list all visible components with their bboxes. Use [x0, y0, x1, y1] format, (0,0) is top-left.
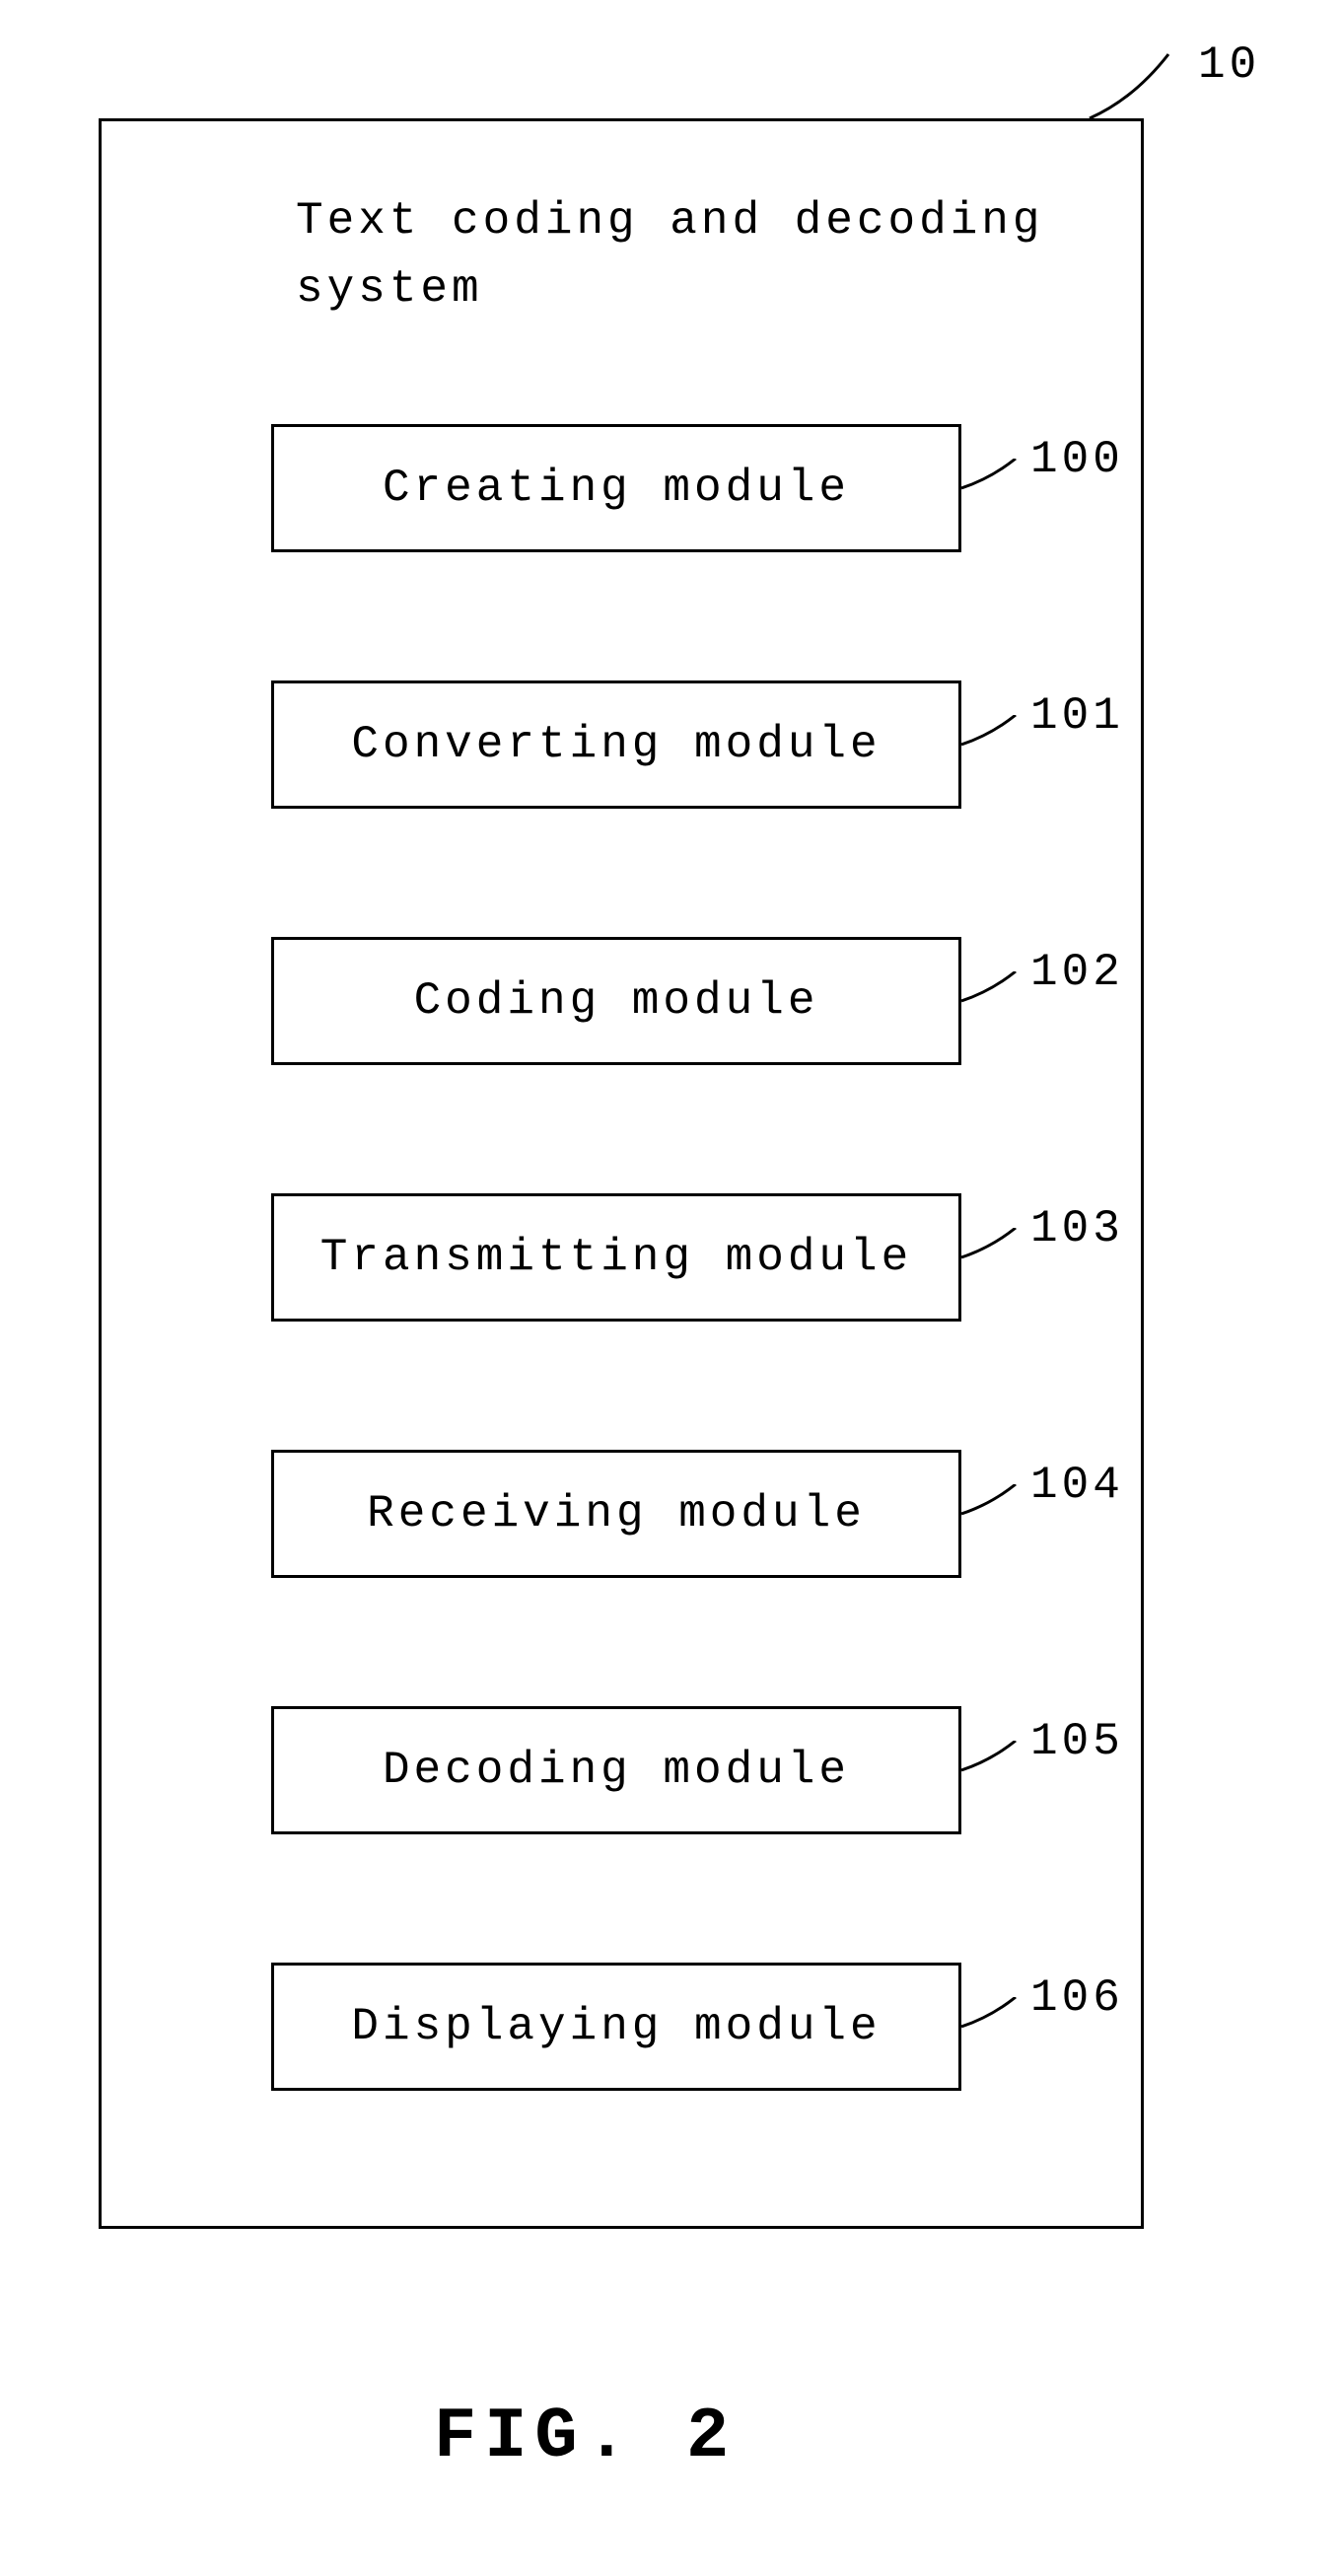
callout-line	[961, 1484, 1030, 1538]
diagram-container: 10 Text coding and decoding system Creat…	[99, 118, 1144, 2229]
callout-line	[961, 971, 1030, 1026]
module-box: Converting module	[271, 680, 961, 809]
module-ref-label: 100	[1030, 434, 1124, 485]
callout-line-10	[1090, 54, 1188, 158]
callout-line	[961, 1741, 1030, 1795]
module-ref-label: 105	[1030, 1716, 1124, 1767]
module-ref-label: 104	[1030, 1460, 1124, 1511]
system-title: Text coding and decoding system	[296, 187, 1085, 323]
module-box: Creating module	[271, 424, 961, 552]
callout-line	[961, 1997, 1030, 2051]
module-ref-label: 102	[1030, 947, 1124, 998]
module-box: Transmitting module	[271, 1193, 961, 1322]
module-box: Decoding module	[271, 1706, 961, 1834]
module-box: Receiving module	[271, 1450, 961, 1578]
module-box: Coding module	[271, 937, 961, 1065]
callout-line	[961, 715, 1030, 769]
module-ref-label: 106	[1030, 1972, 1124, 2024]
callout-line	[961, 1228, 1030, 1282]
module-box: Displaying module	[271, 1963, 961, 2091]
module-ref-label: 103	[1030, 1203, 1124, 1254]
callout-line	[961, 459, 1030, 513]
figure-label: FIG. 2	[434, 2397, 737, 2477]
module-ref-label: 101	[1030, 690, 1124, 742]
outer-ref-label: 10	[1198, 39, 1260, 91]
